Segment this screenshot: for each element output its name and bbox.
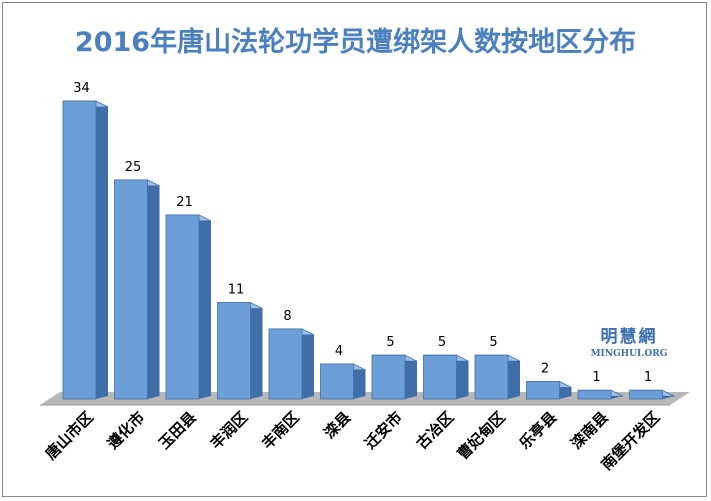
tick-label: 遵化市 xyxy=(104,408,149,453)
bar-side xyxy=(508,355,520,399)
tick-label: 古冶区 xyxy=(413,408,458,453)
bar-front xyxy=(371,354,406,400)
minghui-watermark: 明慧網 MINGHUI.ORG xyxy=(584,322,674,359)
data-label: 11 xyxy=(228,283,245,298)
bar xyxy=(114,179,160,400)
bar-front xyxy=(320,363,354,400)
data-label: 5 xyxy=(438,335,446,350)
tick-label: 迁安市 xyxy=(361,408,406,453)
bar-front xyxy=(62,100,97,400)
bar-side xyxy=(405,355,417,399)
tick-label: 滦南县 xyxy=(567,408,612,453)
bar-front xyxy=(268,328,303,400)
bar xyxy=(268,328,315,400)
bar xyxy=(165,214,212,400)
bar xyxy=(629,389,675,400)
bar xyxy=(526,381,572,400)
bar-front xyxy=(474,354,509,400)
bar xyxy=(423,354,469,400)
watermark-en: MINGHUI.ORG xyxy=(590,349,668,359)
bar-side xyxy=(199,214,211,399)
bar xyxy=(62,100,109,400)
data-label: 1 xyxy=(592,370,600,385)
tick-label: 丰南区 xyxy=(258,408,303,453)
bar-side xyxy=(250,302,263,399)
watermark-cn: 明慧網 xyxy=(600,327,658,347)
bar-front xyxy=(526,381,560,400)
data-label: 8 xyxy=(283,309,291,324)
data-label: 34 xyxy=(73,81,90,96)
bar-front xyxy=(217,302,251,400)
tick-label: 丰润区 xyxy=(207,408,252,453)
data-label: 21 xyxy=(176,195,193,210)
bar xyxy=(217,302,263,400)
tick-label: 乐亭县 xyxy=(516,408,561,453)
tick-label: 曹妃甸区 xyxy=(454,408,509,463)
bar-side xyxy=(302,328,314,399)
data-label: 25 xyxy=(125,160,142,175)
bar-side xyxy=(96,101,108,399)
tick-label: 唐山市区 xyxy=(42,408,97,463)
bar-side xyxy=(456,355,469,399)
bar-front xyxy=(114,179,148,400)
chart-title: 2016年唐山法轮功学员遭绑架人数按地区分布 xyxy=(74,27,637,58)
data-label: 1 xyxy=(644,370,652,385)
tick-label: 玉田县 xyxy=(155,408,200,453)
data-label: 4 xyxy=(335,344,343,359)
bar-side xyxy=(147,179,160,399)
bar xyxy=(320,363,366,400)
bar xyxy=(577,389,624,400)
data-label: 2 xyxy=(541,361,549,376)
tick-label: 滦县 xyxy=(320,408,354,442)
bar-front xyxy=(629,389,663,400)
data-label: 5 xyxy=(386,335,394,350)
bar xyxy=(371,354,418,400)
bar-front xyxy=(423,354,457,400)
bar-front xyxy=(165,214,200,400)
bar xyxy=(474,354,521,400)
bar-front xyxy=(577,389,612,400)
bar-side xyxy=(353,363,366,399)
data-label: 5 xyxy=(489,335,497,350)
